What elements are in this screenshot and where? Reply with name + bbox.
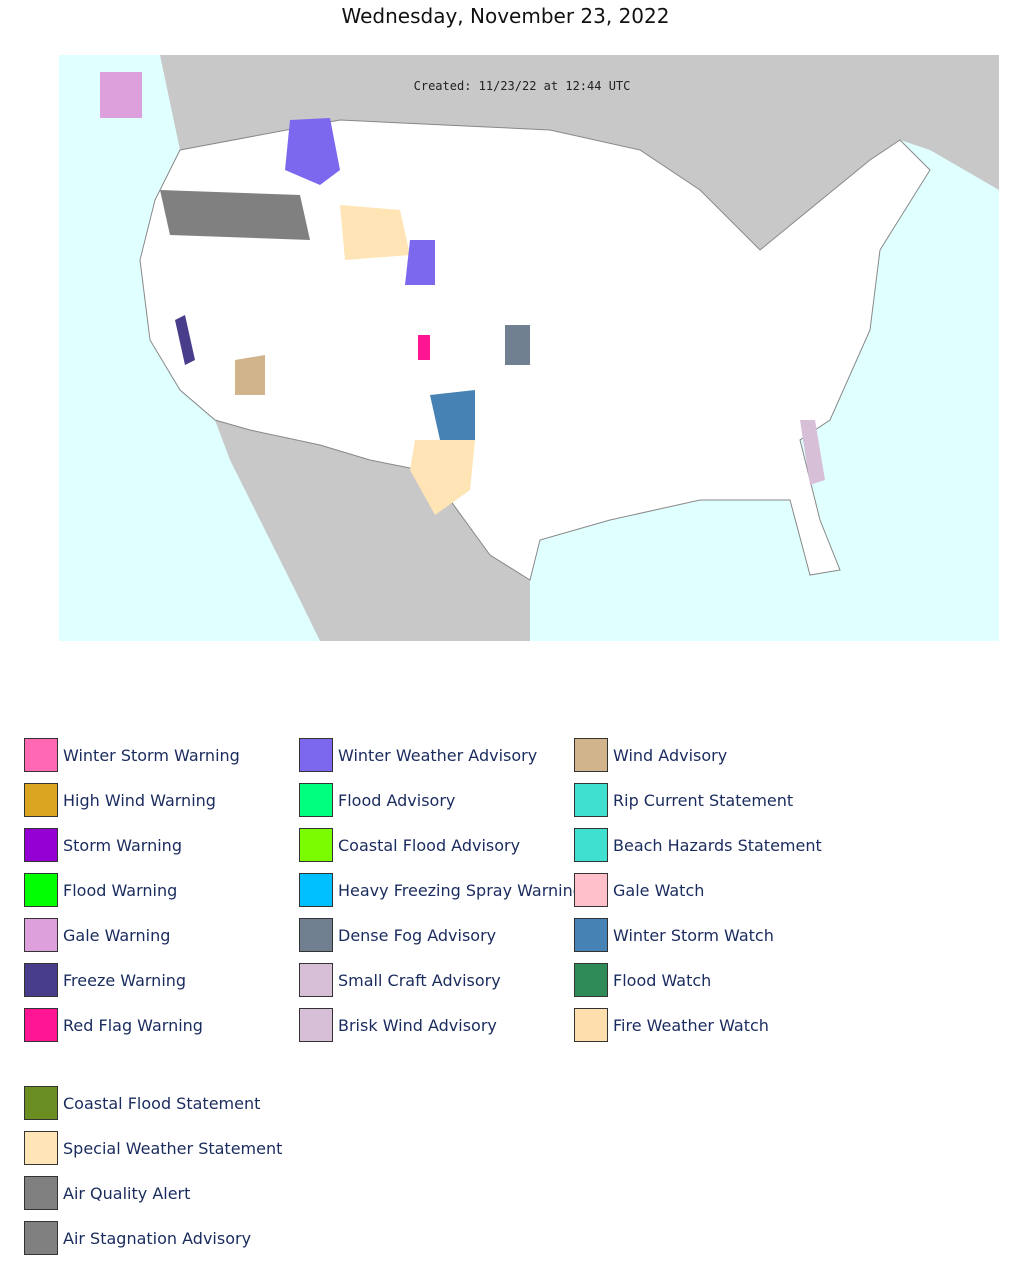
legend-label: Coastal Flood Statement bbox=[63, 1093, 261, 1113]
legend-item: Flood Warning bbox=[24, 873, 177, 907]
legend-swatch bbox=[574, 783, 608, 817]
legend-label: Special Weather Statement bbox=[63, 1138, 283, 1158]
legend-item: Wind Advisory bbox=[574, 738, 727, 772]
legend-swatch bbox=[24, 963, 58, 997]
legend-item: Beach Hazards Statement bbox=[574, 828, 822, 862]
map-created: Created: 11/23/22 at 12:44 UTC bbox=[414, 79, 631, 93]
legend-swatch bbox=[24, 1221, 58, 1255]
legend-swatch bbox=[299, 828, 333, 862]
legend-label: Fire Weather Watch bbox=[613, 1015, 769, 1035]
alert-area bbox=[418, 335, 430, 360]
legend-item: Fire Weather Watch bbox=[574, 1008, 769, 1042]
legend-swatch bbox=[24, 738, 58, 772]
alert-area bbox=[410, 440, 475, 515]
legend-label: Gale Warning bbox=[63, 925, 171, 945]
legend-label: Freeze Warning bbox=[63, 970, 187, 990]
legend-item: High Wind Warning bbox=[24, 783, 216, 817]
legend-item: Flood Advisory bbox=[299, 783, 455, 817]
legend-label: Winter Storm Warning bbox=[63, 745, 240, 765]
legend-swatch bbox=[24, 873, 58, 907]
mexico bbox=[215, 420, 530, 641]
legend-item: Coastal Flood Advisory bbox=[299, 828, 520, 862]
legend-item: Coastal Flood Statement bbox=[24, 1086, 260, 1120]
legend-label: Flood Warning bbox=[63, 880, 178, 900]
legend-label: Winter Storm Watch bbox=[613, 925, 774, 945]
legend-swatch bbox=[574, 738, 608, 772]
legend-label: Gale Watch bbox=[613, 880, 705, 900]
legend-swatch bbox=[24, 1176, 58, 1210]
legend-item: Air Stagnation Advisory bbox=[24, 1221, 251, 1255]
legend-label: Coastal Flood Advisory bbox=[338, 835, 521, 855]
united-states bbox=[139, 119, 931, 581]
legend-item: Gale Watch bbox=[574, 873, 704, 907]
legend-item: Winter Storm Warning bbox=[24, 738, 240, 772]
legend-label: High Wind Warning bbox=[63, 790, 216, 810]
legend-label: Dense Fog Advisory bbox=[338, 925, 497, 945]
legend-label: Flood Advisory bbox=[338, 790, 456, 810]
alert-area bbox=[175, 315, 195, 365]
legend-label: Storm Warning bbox=[63, 835, 182, 855]
alert-area bbox=[340, 205, 410, 260]
legend-item: Winter Storm Watch bbox=[574, 918, 774, 952]
alert-area bbox=[800, 420, 825, 485]
legend-swatch bbox=[299, 738, 333, 772]
legend-swatch bbox=[574, 828, 608, 862]
legend-label: Winter Weather Advisory bbox=[338, 745, 538, 765]
legend-swatch bbox=[574, 1008, 608, 1042]
legend-swatch bbox=[24, 1086, 58, 1120]
alert-area bbox=[505, 325, 530, 365]
alert-area bbox=[100, 72, 142, 118]
legend-swatch bbox=[299, 963, 333, 997]
legend-label: Red Flag Warning bbox=[63, 1015, 203, 1035]
legend-swatch bbox=[574, 918, 608, 952]
legend-item: Small Craft Advisory bbox=[299, 963, 501, 997]
page-title: Wednesday, November 23, 2022 bbox=[341, 4, 670, 28]
legend-item: Red Flag Warning bbox=[24, 1008, 203, 1042]
legend-item: Dense Fog Advisory bbox=[299, 918, 496, 952]
legend-label: Wind Advisory bbox=[613, 745, 728, 765]
legend-label: Air Stagnation Advisory bbox=[63, 1228, 252, 1248]
legend-label: Flood Watch bbox=[613, 970, 712, 990]
legend-item: Storm Warning bbox=[24, 828, 182, 862]
alert-area bbox=[430, 390, 475, 440]
legend-swatch bbox=[574, 873, 608, 907]
legend-swatch bbox=[299, 783, 333, 817]
canada bbox=[160, 55, 999, 250]
legend-swatch bbox=[24, 828, 58, 862]
legend-swatch bbox=[24, 1131, 58, 1165]
alert-area bbox=[285, 118, 340, 185]
legend-label: Brisk Wind Advisory bbox=[338, 1015, 497, 1035]
weather-map: Created: 11/23/22 at 12:44 UTC bbox=[59, 55, 999, 641]
legend-swatch bbox=[299, 1008, 333, 1042]
legend-label: Rip Current Statement bbox=[613, 790, 794, 810]
legend-swatch bbox=[299, 873, 333, 907]
legend-item: Winter Weather Advisory bbox=[299, 738, 537, 772]
legend-item: Heavy Freezing Spray Warning bbox=[299, 873, 583, 907]
legend-item: Freeze Warning bbox=[24, 963, 186, 997]
legend-item: Gale Warning bbox=[24, 918, 170, 952]
alert-area bbox=[160, 190, 310, 240]
legend-swatch bbox=[299, 918, 333, 952]
legend-item: Rip Current Statement bbox=[574, 783, 793, 817]
legend-swatch bbox=[574, 963, 608, 997]
legend-swatch bbox=[24, 1008, 58, 1042]
legend-item: Brisk Wind Advisory bbox=[299, 1008, 497, 1042]
legend-item: Flood Watch bbox=[574, 963, 711, 997]
legend-label: Air Quality Alert bbox=[63, 1183, 191, 1203]
legend-swatch bbox=[24, 918, 58, 952]
legend-item: Special Weather Statement bbox=[24, 1131, 282, 1165]
alert-area bbox=[235, 355, 265, 395]
legend-item: Air Quality Alert bbox=[24, 1176, 190, 1210]
alert-area bbox=[405, 240, 435, 285]
legend-label: Beach Hazards Statement bbox=[613, 835, 822, 855]
legend-label: Small Craft Advisory bbox=[338, 970, 501, 990]
legend-label: Heavy Freezing Spray Warning bbox=[338, 880, 583, 900]
legend-swatch bbox=[24, 783, 58, 817]
